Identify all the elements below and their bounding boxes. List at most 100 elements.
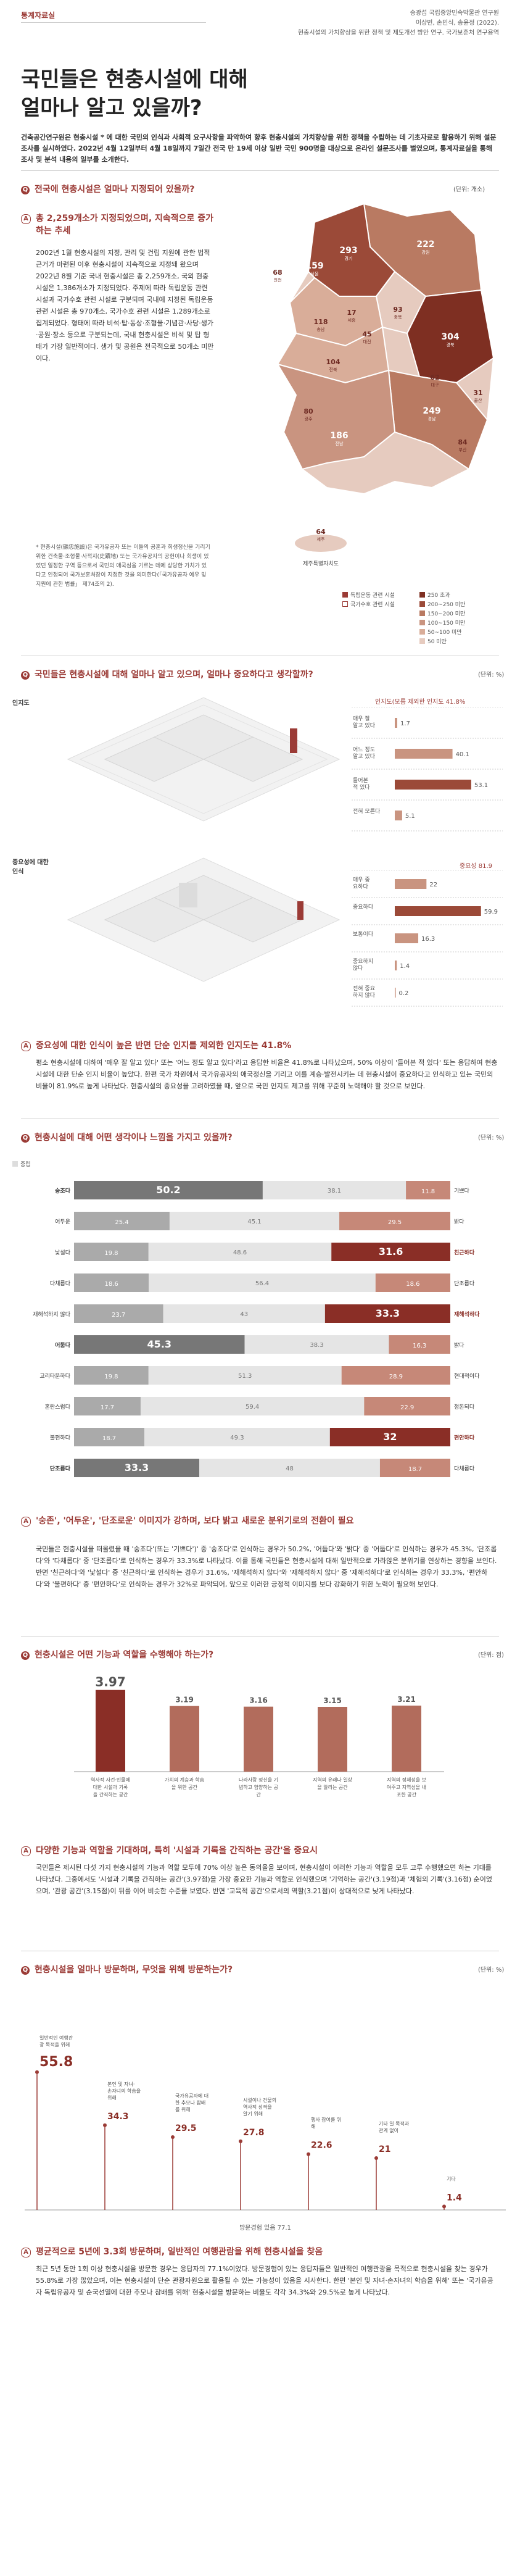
- bar-category-label: 어느 정도: [353, 746, 375, 753]
- q1-body: 2002년 1월 현충시설의 지정, 관리 및 건립 지원에 관한 법적 근거가…: [36, 249, 214, 362]
- tag-underline: [21, 22, 206, 23]
- bar-category-label: 대한 시설과 기록: [93, 1784, 128, 1790]
- bar-right: [389, 1335, 450, 1354]
- q3-body: 국민들은 현충시설을 떠올렸을 때 '숭조다'(또는 '기쁘다')' 중 '숭조…: [36, 1545, 497, 1588]
- right-label: 친근하다: [454, 1249, 475, 1256]
- bar-value-neutral: 59.4: [246, 1404, 259, 1411]
- bar-category-label: 념하고 함양하는 공: [239, 1784, 278, 1790]
- q3-question-text: 현충시설에 대해 어떤 생각이나 느낌을 가지고 있을까?: [35, 1133, 233, 1143]
- map-value: 104: [326, 358, 340, 366]
- bar-neutral: [262, 1181, 407, 1199]
- bar-value-left: 45.3: [147, 1338, 171, 1350]
- map-legend-range: 250 초과 200~250 미만 150~200 미만 100~150 미만 …: [419, 591, 465, 647]
- bar-value-left: 25.4: [115, 1219, 128, 1226]
- left-label: 단조롭다: [50, 1465, 71, 1472]
- right-label: 재해석하다: [454, 1311, 480, 1318]
- bar-category-label: 역사적 성격을: [243, 2104, 272, 2110]
- isometric-illustration: [67, 857, 340, 982]
- legend-label: 50~100 미만: [427, 630, 462, 636]
- map-region-label: 세종: [348, 317, 356, 323]
- q-mark: Q: [21, 1651, 30, 1660]
- bar-left: [74, 1273, 149, 1292]
- map-legend-type: 독립운동 관련 시설 국가수호 관련 시설: [342, 591, 395, 610]
- q4-answer-mark: A: [21, 1846, 36, 1856]
- bar-value-label: 22.6: [311, 2141, 332, 2151]
- lead-paragraph: 건축공간연구원은 현충시설 * 에 대한 국민의 인식과 사회적 요구사항을 파…: [21, 133, 497, 164]
- bar-value-neutral: 38.1: [328, 1188, 341, 1194]
- bar: [96, 1690, 125, 1772]
- bar-value-neutral: 51.3: [238, 1373, 252, 1380]
- legend-swatch: [12, 1161, 18, 1167]
- bar-left: [74, 1335, 245, 1354]
- map-region-label: 충북: [394, 314, 402, 320]
- map-value: 293: [339, 246, 357, 256]
- bar-left: [74, 1397, 141, 1415]
- bar-value-label: 3.19: [175, 1696, 194, 1704]
- bar: [244, 1706, 273, 1772]
- bar-category-label: 관계 없이: [379, 2127, 398, 2133]
- section-tag: 통계자료실: [21, 11, 56, 20]
- left-label: 다채롭다: [50, 1280, 71, 1287]
- q4-answer-title: 다양한 기능과 역할을 기대하며, 특히 '시설과 기록을 간직하는 공간'을 …: [36, 1846, 318, 1856]
- title-line: 국민들은 현충시설에 대해: [21, 67, 248, 92]
- bar-category-label: 일반적인 여행관: [39, 2035, 73, 2041]
- q3-unit: (단위: %): [478, 1135, 505, 1141]
- bar-category-label: 역사적 사건·인물에: [91, 1777, 130, 1783]
- legend-item: 독립운동 관련 시설: [342, 591, 395, 601]
- left-label: 고리타분하다: [39, 1373, 70, 1380]
- map-value: 249: [423, 406, 440, 416]
- map-region-label: 광주: [305, 417, 313, 422]
- q4-question-text: 현충시설은 어떤 기능과 역할을 수행해야 하는가?: [35, 1650, 214, 1660]
- legend-item: 250 초과: [419, 591, 465, 601]
- bar-value-right: 33.3: [376, 1307, 400, 1319]
- q5-body: 최근 5년 동안 1회 이상 현충시설을 방문한 경우는 응답자의 77.1%이…: [36, 2265, 493, 2296]
- bar-value-right: 16.3: [413, 1343, 426, 1349]
- q4-unit: (단위: 점): [478, 1652, 504, 1659]
- bar-value-label: 1.7: [400, 720, 410, 727]
- bar-value-label: 53.1: [474, 782, 488, 789]
- right-label: 다채롭다: [454, 1465, 475, 1472]
- bar-category-label: 알고 있다: [353, 722, 376, 729]
- q-mark: Q: [21, 1966, 30, 1975]
- bar-category-label: 광 목적을 위해: [39, 2041, 70, 2048]
- map-region-label: 충남: [317, 327, 325, 332]
- legend-item: 국가수호 관련 시설: [342, 601, 395, 610]
- right-label: 밝다: [454, 1342, 464, 1349]
- map-value: 64: [316, 528, 326, 536]
- bar-right: [375, 1273, 450, 1292]
- bar: [395, 988, 396, 998]
- source-line: 송광섭 국립중앙민속박물관 연구원: [410, 10, 499, 17]
- bar-right: [341, 1366, 450, 1385]
- function-bar-chart: 3.97 역사적 사건·인물에 대한 시설과 기록을 간직하는 공간 3.19 가치의…: [74, 1675, 444, 1798]
- bar: [395, 718, 397, 728]
- visit-axis-caption: 방문경험 있음 77.1: [239, 2225, 291, 2232]
- bar-left: [74, 1243, 149, 1261]
- value-dot: [103, 2123, 107, 2127]
- bar-category-label: 매우 중: [353, 877, 370, 883]
- value-dot: [442, 2204, 446, 2209]
- bar-neutral: [169, 1212, 340, 1230]
- q2-body: 평소 현충시설에 대하여 '매우 잘 알고 있다' 또는 '어느 정도 알고 있…: [36, 1059, 498, 1090]
- bar-value-right: 31.6: [379, 1246, 403, 1257]
- q1-unit: (단위: 개소): [453, 186, 485, 193]
- bar-neutral: [244, 1335, 389, 1354]
- legend-swatch: [419, 601, 425, 607]
- right-label: 단조롭다: [454, 1280, 475, 1287]
- q-mark: Q: [21, 671, 30, 680]
- bar-category-label: 을 간직하는 공간: [93, 1791, 128, 1798]
- q1-question-text: 전국에 현충시설은 얼마나 지정되어 있을까?: [35, 185, 195, 194]
- value-dot: [239, 2139, 242, 2143]
- bar-right: [406, 1181, 450, 1199]
- bar-category-label: 가치의 계승과 학습: [165, 1777, 204, 1783]
- q5-answer-title: 평균적으로 5년에 3.3회 방문하며, 일반적인 여행관람을 위해 현충시설을…: [36, 2247, 323, 2257]
- left-label: 숭조다: [55, 1187, 71, 1194]
- q5-unit: (단위: %): [478, 1967, 505, 1974]
- bar-category-label: 들어본: [353, 777, 368, 784]
- left-label: 낯설다: [55, 1249, 71, 1256]
- map-value: 68: [273, 269, 282, 277]
- q2-answer-mark: A: [21, 1041, 36, 1051]
- a-mark: A: [21, 1041, 31, 1051]
- right-label: 기쁘다: [454, 1188, 470, 1194]
